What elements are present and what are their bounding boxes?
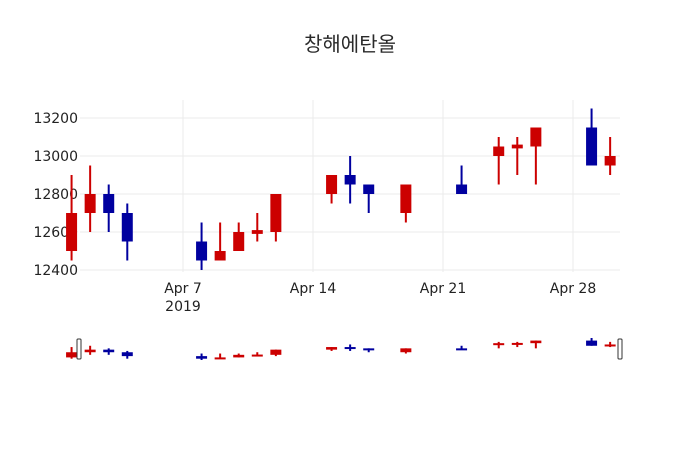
x-tick-label: Apr 28 <box>550 281 596 297</box>
candle[interactable] <box>530 127 542 185</box>
candle-body <box>214 251 226 261</box>
candle-body <box>363 184 375 194</box>
range-slider-left-handle[interactable] <box>76 338 82 360</box>
candle-mini[interactable] <box>66 347 78 359</box>
candle-mini[interactable] <box>530 340 542 349</box>
candle-mini[interactable] <box>103 348 115 355</box>
candles[interactable] <box>66 108 616 271</box>
x-tick-label: Apr 14 <box>290 281 337 297</box>
candle-mini[interactable] <box>344 344 356 351</box>
candle-mini[interactable] <box>511 341 523 348</box>
candle-body <box>530 127 542 147</box>
candle-mini[interactable] <box>233 353 245 358</box>
y-tick-label: 12400 <box>33 263 78 279</box>
candle-body <box>511 342 523 345</box>
candle[interactable] <box>586 108 598 166</box>
candle-body <box>233 232 245 251</box>
candle[interactable] <box>214 222 226 261</box>
candle-body <box>493 146 505 156</box>
candle-body <box>214 357 226 360</box>
candle-body <box>326 347 338 350</box>
candle[interactable] <box>196 222 208 271</box>
y-tick-label: 12800 <box>33 187 78 203</box>
candle-mini[interactable] <box>121 350 133 359</box>
candle-mini[interactable] <box>326 347 338 351</box>
candle-mini[interactable] <box>456 345 468 351</box>
candle-body <box>530 340 542 344</box>
candle-body <box>66 213 78 251</box>
candle-mini[interactable] <box>196 353 208 360</box>
candle[interactable] <box>66 175 78 261</box>
candle-mini[interactable] <box>400 348 412 354</box>
x-tick-year-label: 2019 <box>165 299 201 315</box>
candle[interactable] <box>270 194 282 242</box>
candle-mini[interactable] <box>270 349 282 357</box>
x-tick-label: Apr 21 <box>420 281 466 297</box>
candle-body <box>251 354 263 357</box>
y-tick-label: 13000 <box>33 149 78 165</box>
candle-body <box>84 194 96 213</box>
candle-body <box>586 340 598 346</box>
candle-body <box>456 184 468 194</box>
candle[interactable] <box>344 156 356 204</box>
candle-body <box>456 348 468 351</box>
candle[interactable] <box>233 222 245 252</box>
candle-mini[interactable] <box>604 341 616 348</box>
candle-body <box>121 352 133 357</box>
candle[interactable] <box>604 137 616 175</box>
candle-body <box>103 194 115 213</box>
candle-body <box>270 194 282 232</box>
candle[interactable] <box>511 137 523 175</box>
candle-body <box>344 175 356 185</box>
candle-body <box>400 184 412 213</box>
candle-body <box>326 175 338 194</box>
candle-body <box>196 241 208 261</box>
candle-body <box>121 213 133 242</box>
candle-mini[interactable] <box>493 341 505 349</box>
candle-body <box>400 348 412 353</box>
y-tick-label: 13200 <box>33 111 78 127</box>
candle-body <box>363 348 375 351</box>
candle[interactable] <box>121 203 133 261</box>
candle-body <box>586 127 598 166</box>
x-tick-label: Apr 7 <box>164 281 202 297</box>
candle-body <box>604 344 616 347</box>
candle-mini[interactable] <box>586 338 598 346</box>
chart-title: 창해에탄올 <box>304 32 396 56</box>
candle-body <box>511 144 523 149</box>
candle[interactable] <box>493 137 505 185</box>
range-slider-right-handle[interactable] <box>617 338 623 360</box>
candle[interactable] <box>251 213 263 242</box>
candle-mini[interactable] <box>84 345 96 355</box>
candle[interactable] <box>326 175 338 204</box>
candle-body <box>493 343 505 346</box>
candle[interactable] <box>363 184 375 214</box>
candle-body <box>270 349 282 355</box>
candle-body <box>103 349 115 353</box>
range-slider[interactable] <box>66 338 623 360</box>
candle[interactable] <box>400 184 412 223</box>
candle-body <box>604 156 616 166</box>
candle-body <box>344 347 356 350</box>
candle-body <box>84 349 96 353</box>
candle[interactable] <box>456 165 468 195</box>
candle-mini[interactable] <box>363 348 375 353</box>
candle-mini[interactable] <box>214 353 226 360</box>
candle-body <box>196 356 208 359</box>
candle[interactable] <box>84 165 96 233</box>
candle-body <box>66 352 78 358</box>
candle-body <box>233 354 245 358</box>
x-axis-ticks: Apr 7 2019 Apr 14 Apr 21 Apr 28 <box>164 281 596 315</box>
candle[interactable] <box>103 184 115 233</box>
candle-mini[interactable] <box>251 352 263 357</box>
candle-body <box>251 230 263 234</box>
